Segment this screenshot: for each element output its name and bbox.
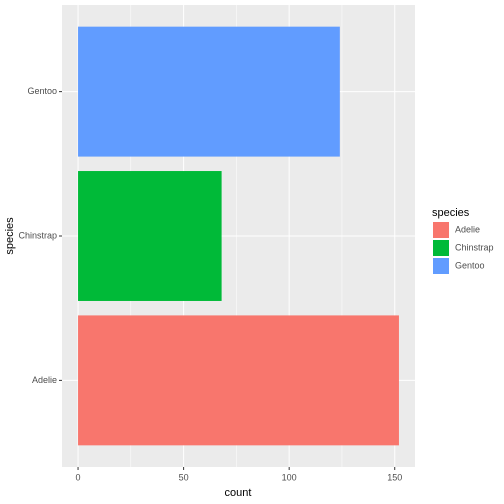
legend-label: Adelie [455, 224, 480, 234]
legend-key [433, 258, 449, 274]
legend-key [433, 222, 449, 238]
y-tick-label: Adelie [32, 375, 57, 385]
legend-label: Gentoo [455, 260, 485, 270]
y-axis-title: species [4, 217, 16, 255]
x-axis-title: count [225, 487, 252, 499]
legend-key [433, 240, 449, 256]
x-tick-label: 0 [76, 472, 81, 482]
bar [78, 315, 399, 446]
bar [78, 171, 222, 301]
y-tick-label: Gentoo [27, 86, 57, 96]
x-tick-label: 50 [179, 472, 189, 482]
legend-label: Chinstrap [455, 242, 494, 252]
x-tick-label: 150 [387, 472, 402, 482]
y-tick-label: Chinstrap [18, 230, 57, 240]
x-tick-label: 100 [282, 472, 297, 482]
legend-title: species [432, 207, 470, 219]
bar [78, 26, 340, 157]
